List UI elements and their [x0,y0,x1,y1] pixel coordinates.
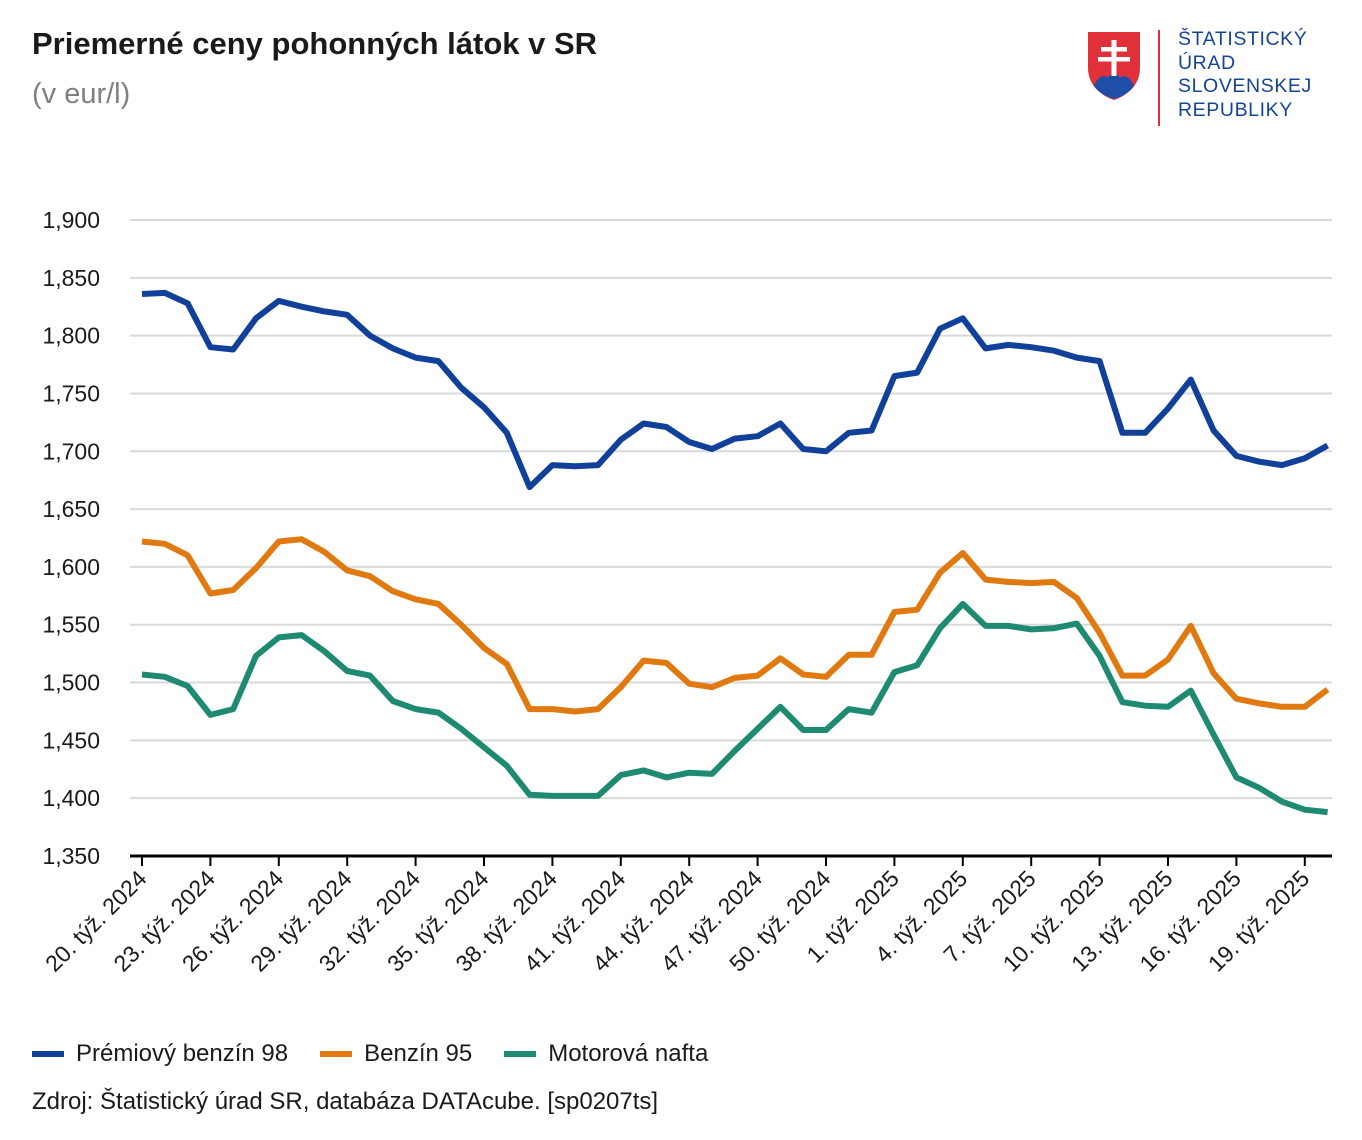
y-tick-label: 1,550 [42,612,100,638]
legend-item-premium: Prémiový benzín 98 [32,1040,288,1068]
series-line-1 [141,536,1330,715]
legend-label: Motorová nafta [548,1040,709,1067]
y-tick-label: 1,600 [42,554,100,580]
y-axis-ticks: 1,350 1,400 1,450 1,500 1,550 1,600 1,650 1,700… [42,207,100,869]
series-line-0 [141,289,1330,491]
y-tick-label: 1,750 [42,380,100,406]
susr-logo: ŠTATISTICKÝ ÚRAD SLOVENSKEJ REPUBLIKY [1086,28,1336,128]
y-tick-label: 1,650 [42,496,100,522]
chart-subtitle: (v eur/l) [32,78,131,110]
y-tick-label: 1,800 [42,323,100,349]
logo-divider [1158,30,1160,126]
logo-line: SLOVENSKEJ [1178,75,1312,97]
y-tick-label: 1,900 [42,207,100,233]
y-tick-label: 1,450 [42,727,100,753]
series-line-2 [141,600,1328,816]
legend-swatch-premium [32,1051,64,1057]
logo-line: ŠTATISTICKÝ [1178,28,1308,50]
grid-lines [130,219,1332,800]
source-note: Zdroj: Štatistický úrad SR, databáza DAT… [32,1088,659,1115]
series-lines [141,289,1330,816]
line-chart: 1,350 1,400 1,450 1,500 1,550 1,600 1,650 1,700… [40,207,1332,977]
y-tick-label: 1,850 [42,265,100,291]
y-tick-label: 1,700 [42,438,100,464]
chart-title: Priemerné ceny pohonných látok v SR [32,26,598,61]
legend-label: Benzín 95 [364,1040,473,1067]
logo-text: ŠTATISTICKÝ ÚRAD SLOVENSKEJ REPUBLIKY [1178,28,1312,122]
y-tick-label: 1,350 [42,843,100,869]
legend-item-benzin95: Benzín 95 [320,1040,472,1068]
y-tick-label: 1,500 [42,670,100,696]
legend-swatch-benzin95 [320,1051,353,1057]
y-tick-label: 1,400 [42,785,100,811]
legend-label: Prémiový benzín 98 [76,1040,289,1067]
logo-line: ÚRAD [1178,51,1236,74]
logo-line: REPUBLIKY [1178,98,1293,121]
slovak-coat-of-arms-icon [1088,32,1140,100]
legend: Prémiový benzín 98 Benzín 95 Motorová na… [32,1040,740,1068]
legend-item-nafta: Motorová nafta [504,1040,708,1068]
legend-swatch-nafta [504,1051,537,1057]
